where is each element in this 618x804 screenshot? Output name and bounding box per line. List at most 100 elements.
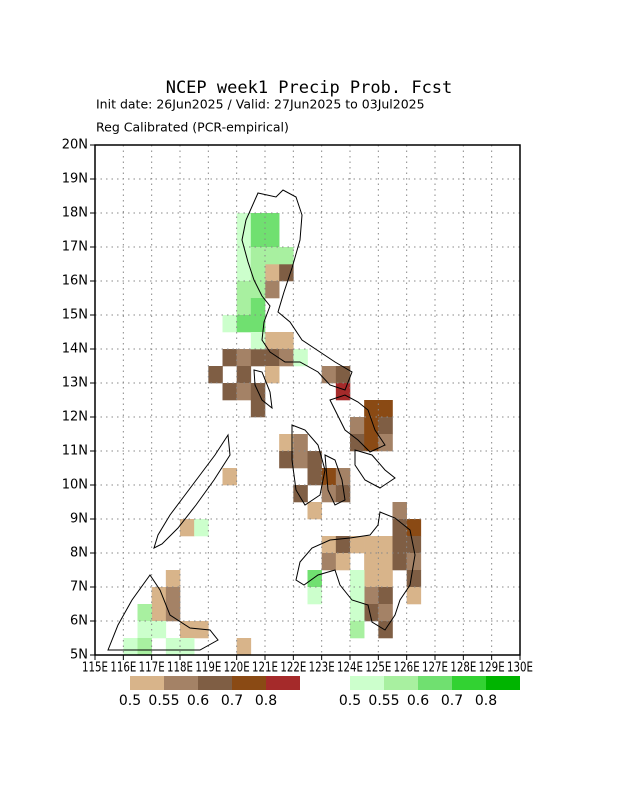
x-tick-label: 122E: [280, 661, 306, 676]
grid-cell: [236, 638, 252, 656]
x-tick-label: 125E: [365, 661, 391, 676]
legend-swatch: [418, 676, 452, 690]
grid-cell: [321, 468, 337, 486]
grid-cell: [236, 298, 252, 316]
legend-swatch: [198, 676, 232, 690]
grid-cell: [378, 400, 393, 418]
y-tick-label: 10N: [62, 478, 88, 493]
grid-cell: [279, 247, 294, 265]
legend-swatch: [350, 676, 384, 690]
x-tick-label: 130E: [507, 661, 533, 676]
x-tick-label: 128E: [450, 661, 476, 676]
grid-cell: [293, 434, 308, 452]
x-tick-label: 116E: [110, 661, 136, 676]
grid-cell: [265, 213, 280, 231]
y-tick-label: 11N: [62, 444, 88, 459]
legend-swatch: [130, 676, 164, 690]
grid-cell: [321, 485, 337, 503]
y-tick-label: 13N: [62, 376, 88, 391]
legend-label: 0.8: [475, 693, 497, 709]
y-tick-label: 5N: [70, 648, 88, 663]
subtitle: Reg Calibrated (PCR-empirical): [96, 120, 289, 135]
legend-swatch: [232, 676, 266, 690]
grid-cell: [335, 485, 351, 503]
y-tick-label: 6N: [70, 614, 88, 629]
grid-cell: [222, 315, 237, 333]
grid-cell: [165, 638, 181, 656]
grid-cell: [307, 570, 322, 588]
y-tick-label: 20N: [62, 138, 88, 153]
legend-label: 0.55: [368, 693, 399, 709]
x-tick-label: 119E: [195, 661, 221, 676]
grid-cell: [236, 264, 252, 282]
grid-cell: [307, 451, 322, 469]
grid-cell: [350, 604, 365, 622]
grid-cell: [378, 553, 393, 571]
legend-label: 0.7: [221, 693, 243, 709]
grid-cell: [378, 536, 393, 554]
grid-cell: [307, 587, 322, 605]
coastline: [107, 189, 416, 651]
plot-frame: [94, 144, 521, 656]
grid-cell: [335, 468, 351, 486]
legend-label: 0.6: [187, 693, 209, 709]
grid-cell: [378, 604, 393, 622]
grid-cell: [236, 213, 252, 231]
grid-cell: [236, 366, 252, 384]
grid-cell: [236, 247, 252, 265]
grid-cell: [406, 587, 422, 605]
grid-cell: [406, 536, 422, 554]
grid-cell: [180, 638, 195, 656]
legend-label: 0.6: [407, 693, 429, 709]
grid-cell: [307, 502, 322, 520]
grid-cell: [250, 281, 266, 299]
grid-cell: [378, 587, 393, 605]
grid-cell: [364, 570, 379, 588]
y-tick-label: 18N: [62, 206, 88, 221]
legend-label: 0.7: [441, 693, 463, 709]
grid-cell: [265, 230, 280, 248]
grid-cell: [364, 400, 379, 418]
grid-cell: [236, 230, 252, 248]
grid-cell: [378, 417, 393, 435]
grid-cell: [250, 400, 266, 418]
grid-cell: [265, 281, 280, 299]
grid-cell: [180, 621, 195, 639]
y-tick-label: 7N: [70, 580, 88, 595]
grid-cell: [350, 536, 365, 554]
grid-cell: [250, 332, 266, 350]
legend-swatch: [164, 676, 198, 690]
grid-cell: [250, 298, 266, 316]
grid-cell: [265, 332, 280, 350]
y-tick-label: 15N: [62, 308, 88, 323]
legend-label: 0.8: [255, 693, 277, 709]
grid-cell: [265, 366, 280, 384]
y-tick-label: 12N: [62, 410, 88, 425]
grid-cell: [279, 434, 294, 452]
grid-cell: [321, 553, 337, 571]
x-tick-label: 121E: [252, 661, 278, 676]
grid-cell: [350, 570, 365, 588]
grid-cell: [165, 570, 181, 588]
grid-cell: [293, 349, 308, 367]
grid-cell: [236, 315, 252, 333]
grid-cell: [194, 621, 209, 639]
grid-cell: [250, 349, 266, 367]
legend-swatch: [486, 676, 520, 690]
grid-cell: [350, 587, 365, 605]
grid-cell: [265, 349, 280, 367]
grid-cell: [406, 570, 422, 588]
x-tick-label: 124E: [337, 661, 363, 676]
grid-cell: [222, 383, 237, 401]
grid-cell: [236, 281, 252, 299]
grid-cell: [151, 604, 167, 622]
grid-cell: [265, 264, 280, 282]
grid-cell: [151, 587, 167, 605]
grid-cell: [137, 638, 152, 656]
grid-cell: [321, 536, 337, 554]
grid-cell: [222, 468, 237, 486]
legend-swatch: [384, 676, 418, 690]
grid-cell: [350, 621, 365, 639]
grid-cell: [392, 502, 407, 520]
